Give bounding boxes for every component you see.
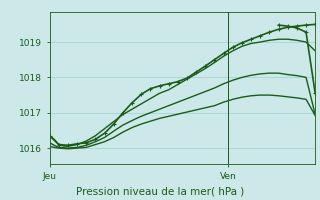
- Text: Pression niveau de la mer( hPa ): Pression niveau de la mer( hPa ): [76, 186, 244, 196]
